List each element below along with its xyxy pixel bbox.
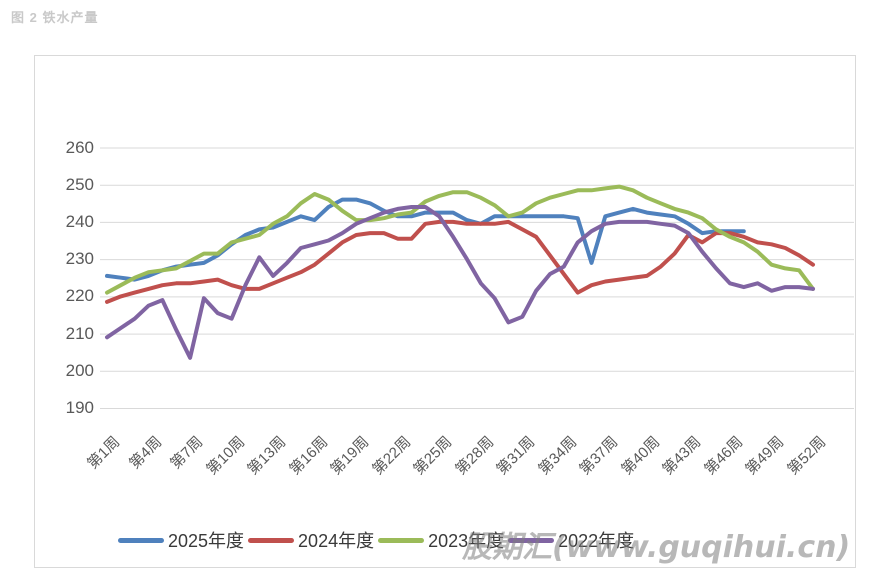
legend-swatch [248,537,295,543]
legend-label: 2022年度 [558,531,635,551]
legend-label: 2024年度 [298,531,375,551]
y-tick-label: 230 [65,249,94,269]
series-line-2025年度 [105,197,746,282]
legend-swatch [118,537,164,543]
legend-item-2023年度: 2023年度 [378,527,504,553]
legend: 2025年度 2024年度 2023年度 2022年度 [118,527,634,553]
y-tick-label: 220 [65,286,94,306]
legend-item-2022年度: 2022年度 [508,527,634,553]
legend-item-2024年度: 2024年度 [248,527,374,553]
watermark: 股期汇(www.guqihui.cn) [462,530,851,565]
y-tick-label: 240 [65,211,94,231]
series-line-2022年度 [105,205,815,360]
legend-swatch [378,537,425,543]
legend-label: 2025年度 [168,531,245,551]
legend-swatch [508,537,555,543]
legend-label: 2023年度 [428,531,505,551]
chart-frame [34,55,856,568]
y-tick-label: 190 [65,397,94,417]
series-line-2023年度 [105,184,815,295]
y-tick-label: 200 [65,360,94,380]
legend-item-2025年度: 2025年度 [118,527,244,553]
figure-title: 图 2 铁水产量 [11,10,99,25]
y-tick-label: 260 [65,137,94,157]
series-line-2024年度 [105,219,815,304]
y-tick-label: 210 [65,323,94,343]
y-tick-label: 250 [65,174,94,194]
